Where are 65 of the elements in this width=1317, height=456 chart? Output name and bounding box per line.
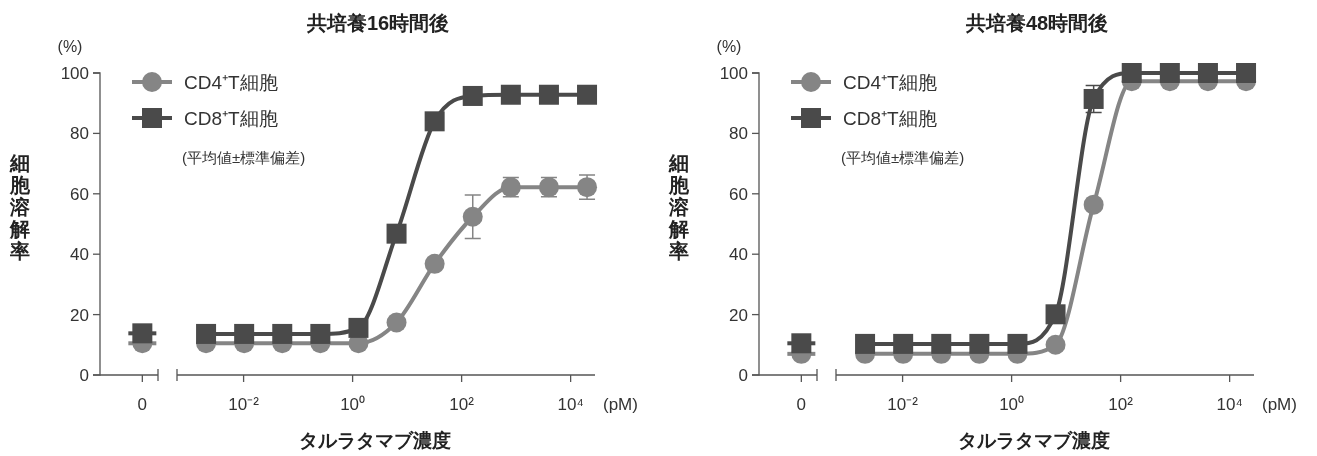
point: [424, 253, 445, 274]
x-tick-label: 10⁰: [999, 395, 1025, 414]
point: [1159, 63, 1180, 83]
x-tick-label: 0: [137, 395, 148, 414]
x-tick-label: 10⁻²: [887, 395, 919, 414]
y-tick-label: 0: [79, 366, 89, 385]
point: [424, 111, 445, 132]
y-tick-label: 100: [719, 64, 748, 83]
x-axis-title: タルラタマブ濃度: [299, 430, 451, 451]
legend-label: CD4⁺T細胞: [184, 72, 278, 93]
point: [1121, 63, 1142, 83]
text: (%): [716, 38, 742, 55]
x-tick-label: 10⁻²: [228, 395, 260, 414]
point: [462, 85, 483, 106]
y-tick-label: 100: [60, 64, 89, 83]
y-tick-label: 20: [70, 305, 89, 325]
y-tick-label: 40: [729, 245, 748, 265]
legend-label: CD4⁺T細胞: [843, 72, 937, 93]
y-tick-label: 20: [729, 305, 748, 325]
point: [1045, 334, 1066, 355]
y-tick-label: 80: [70, 124, 89, 144]
text: (pM): [1262, 395, 1297, 414]
y-tick-label: 40: [70, 245, 89, 265]
point: [931, 333, 952, 354]
point: [893, 333, 914, 354]
point: [1083, 194, 1104, 215]
point: [969, 333, 990, 354]
x-tick-label: 10⁴: [557, 395, 584, 414]
annotation: (平均値±標準偏差): [182, 149, 306, 166]
y-tick-label: 0: [738, 366, 748, 385]
x-axis-title: タルラタマブ濃度: [958, 430, 1110, 451]
point: [500, 84, 521, 105]
point: [1083, 88, 1104, 109]
point: [1236, 63, 1257, 83]
point: [462, 206, 483, 227]
x-tick-label: 10⁴: [1216, 395, 1243, 414]
point: [386, 312, 407, 333]
y-tick-label: 80: [729, 124, 748, 144]
point: [386, 223, 407, 244]
point: [1007, 333, 1028, 354]
x-tick-label: 10²: [449, 395, 475, 414]
legend-label: CD8⁺T細胞: [843, 108, 937, 129]
point: [196, 323, 217, 344]
text: (%): [57, 38, 83, 55]
point: [1197, 63, 1218, 83]
point: [348, 317, 369, 338]
point: [310, 323, 331, 344]
point: [272, 323, 293, 344]
text: (pM): [603, 395, 638, 414]
point: [577, 84, 598, 105]
y-axis-title: 細胞溶解率: [668, 152, 690, 262]
point: [1045, 304, 1066, 325]
y-axis-title: 細胞溶解率: [9, 152, 31, 262]
y-tick-label: 60: [70, 184, 89, 204]
y-tick-label: 60: [729, 184, 748, 204]
chart-title: 共培養16時間後: [305, 12, 450, 34]
x-tick-label: 10⁰: [340, 395, 366, 414]
x-tick-label: 0: [796, 395, 807, 414]
chart-title: 共培養48時間後: [964, 12, 1109, 34]
point: [855, 333, 876, 354]
point: [234, 323, 255, 344]
x-tick-label: 10²: [1108, 395, 1134, 414]
point: [538, 84, 559, 105]
annotation: (平均値±標準偏差): [841, 149, 965, 166]
legend-label: CD8⁺T細胞: [184, 108, 278, 129]
